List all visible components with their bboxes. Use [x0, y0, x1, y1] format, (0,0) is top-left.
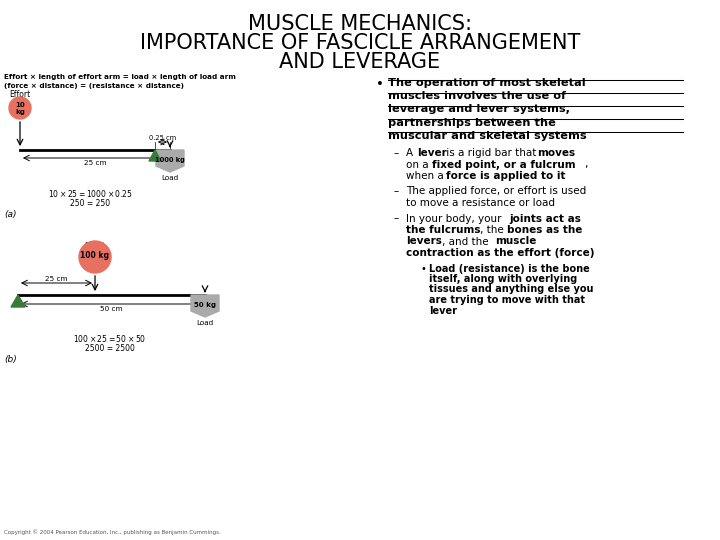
Text: contraction as the effort (force): contraction as the effort (force) — [406, 248, 595, 258]
Text: MUSCLE MECHANICS:: MUSCLE MECHANICS: — [248, 14, 472, 34]
Text: (a): (a) — [4, 210, 17, 219]
Text: 25 cm: 25 cm — [45, 276, 68, 282]
Circle shape — [9, 97, 31, 119]
Text: The operation of most skeletal: The operation of most skeletal — [388, 78, 586, 88]
Text: Load (resistance) is the bone: Load (resistance) is the bone — [429, 264, 590, 273]
Text: to move a resistance or load: to move a resistance or load — [406, 198, 555, 208]
Text: 50 kg: 50 kg — [194, 302, 216, 308]
Text: $10 \times 25 = 1000 \times 0.25$: $10 \times 25 = 1000 \times 0.25$ — [48, 188, 132, 199]
Text: Effort: Effort — [9, 90, 31, 99]
Text: –: – — [394, 213, 400, 224]
Circle shape — [79, 241, 111, 273]
Polygon shape — [156, 150, 184, 172]
Text: Load: Load — [197, 320, 214, 326]
Text: muscles involves the use of: muscles involves the use of — [388, 91, 566, 101]
Text: 100 kg: 100 kg — [81, 251, 109, 260]
Text: 25 cm: 25 cm — [84, 160, 107, 166]
Text: moves: moves — [537, 148, 575, 158]
Text: •: • — [420, 264, 426, 273]
Text: are trying to move with that: are trying to move with that — [429, 295, 585, 305]
Text: •: • — [376, 78, 384, 91]
Text: 250 = 250: 250 = 250 — [70, 199, 110, 208]
Text: –: – — [394, 186, 400, 197]
Text: Load: Load — [161, 175, 179, 181]
Text: Effort × length of effort arm = load × length of load arm: Effort × length of effort arm = load × l… — [4, 74, 236, 80]
Text: lever: lever — [417, 148, 446, 158]
Text: –: – — [394, 148, 400, 158]
Text: joints act as: joints act as — [509, 213, 581, 224]
Polygon shape — [149, 150, 161, 161]
Text: levers: levers — [406, 237, 442, 246]
Text: ,: , — [584, 159, 588, 170]
Text: itself, along with overlying: itself, along with overlying — [429, 274, 577, 284]
Polygon shape — [191, 295, 219, 317]
Text: bones as the: bones as the — [507, 225, 582, 235]
Text: kg: kg — [15, 109, 25, 115]
Text: The applied force, or effort is used: The applied force, or effort is used — [406, 186, 586, 197]
Text: Copyright © 2004 Pearson Education, Inc., publishing as Benjamin Cummings.: Copyright © 2004 Pearson Education, Inc.… — [4, 529, 221, 535]
Text: 10: 10 — [15, 102, 25, 108]
Text: 1000 kg: 1000 kg — [155, 157, 185, 163]
Text: tissues and anything else you: tissues and anything else you — [429, 285, 593, 294]
Text: (force × distance) = (resistance × distance): (force × distance) = (resistance × dista… — [4, 83, 184, 89]
Text: lever: lever — [429, 306, 457, 315]
Text: AND LEVERAGE: AND LEVERAGE — [279, 52, 441, 72]
Text: (b): (b) — [4, 355, 17, 364]
Text: partnerships between the: partnerships between the — [388, 118, 556, 127]
Text: 0.25 cm: 0.25 cm — [149, 135, 176, 141]
Text: fixed point, or a fulcrum: fixed point, or a fulcrum — [432, 159, 575, 170]
Text: , and the: , and the — [442, 237, 492, 246]
Text: Effort: Effort — [84, 242, 106, 251]
Text: A: A — [406, 148, 416, 158]
Polygon shape — [11, 295, 25, 307]
Text: , the: , the — [480, 225, 507, 235]
Text: the fulcrums: the fulcrums — [406, 225, 480, 235]
Text: $100 \times 25 = 50 \times 50$: $100 \times 25 = 50 \times 50$ — [73, 333, 147, 344]
Text: In your body, your: In your body, your — [406, 213, 505, 224]
Text: when a: when a — [406, 171, 447, 181]
Text: leverage and lever systems,: leverage and lever systems, — [388, 104, 570, 114]
Text: 2500 = 2500: 2500 = 2500 — [85, 344, 135, 353]
Text: muscle: muscle — [495, 237, 536, 246]
Text: force is applied to it: force is applied to it — [446, 171, 565, 181]
Text: muscular and skeletal systems: muscular and skeletal systems — [388, 131, 587, 141]
Text: 50 cm: 50 cm — [100, 306, 122, 312]
Text: IMPORTANCE OF FASCICLE ARRANGEMENT: IMPORTANCE OF FASCICLE ARRANGEMENT — [140, 33, 580, 53]
Text: on a: on a — [406, 159, 432, 170]
Text: is a rigid bar that: is a rigid bar that — [443, 148, 539, 158]
